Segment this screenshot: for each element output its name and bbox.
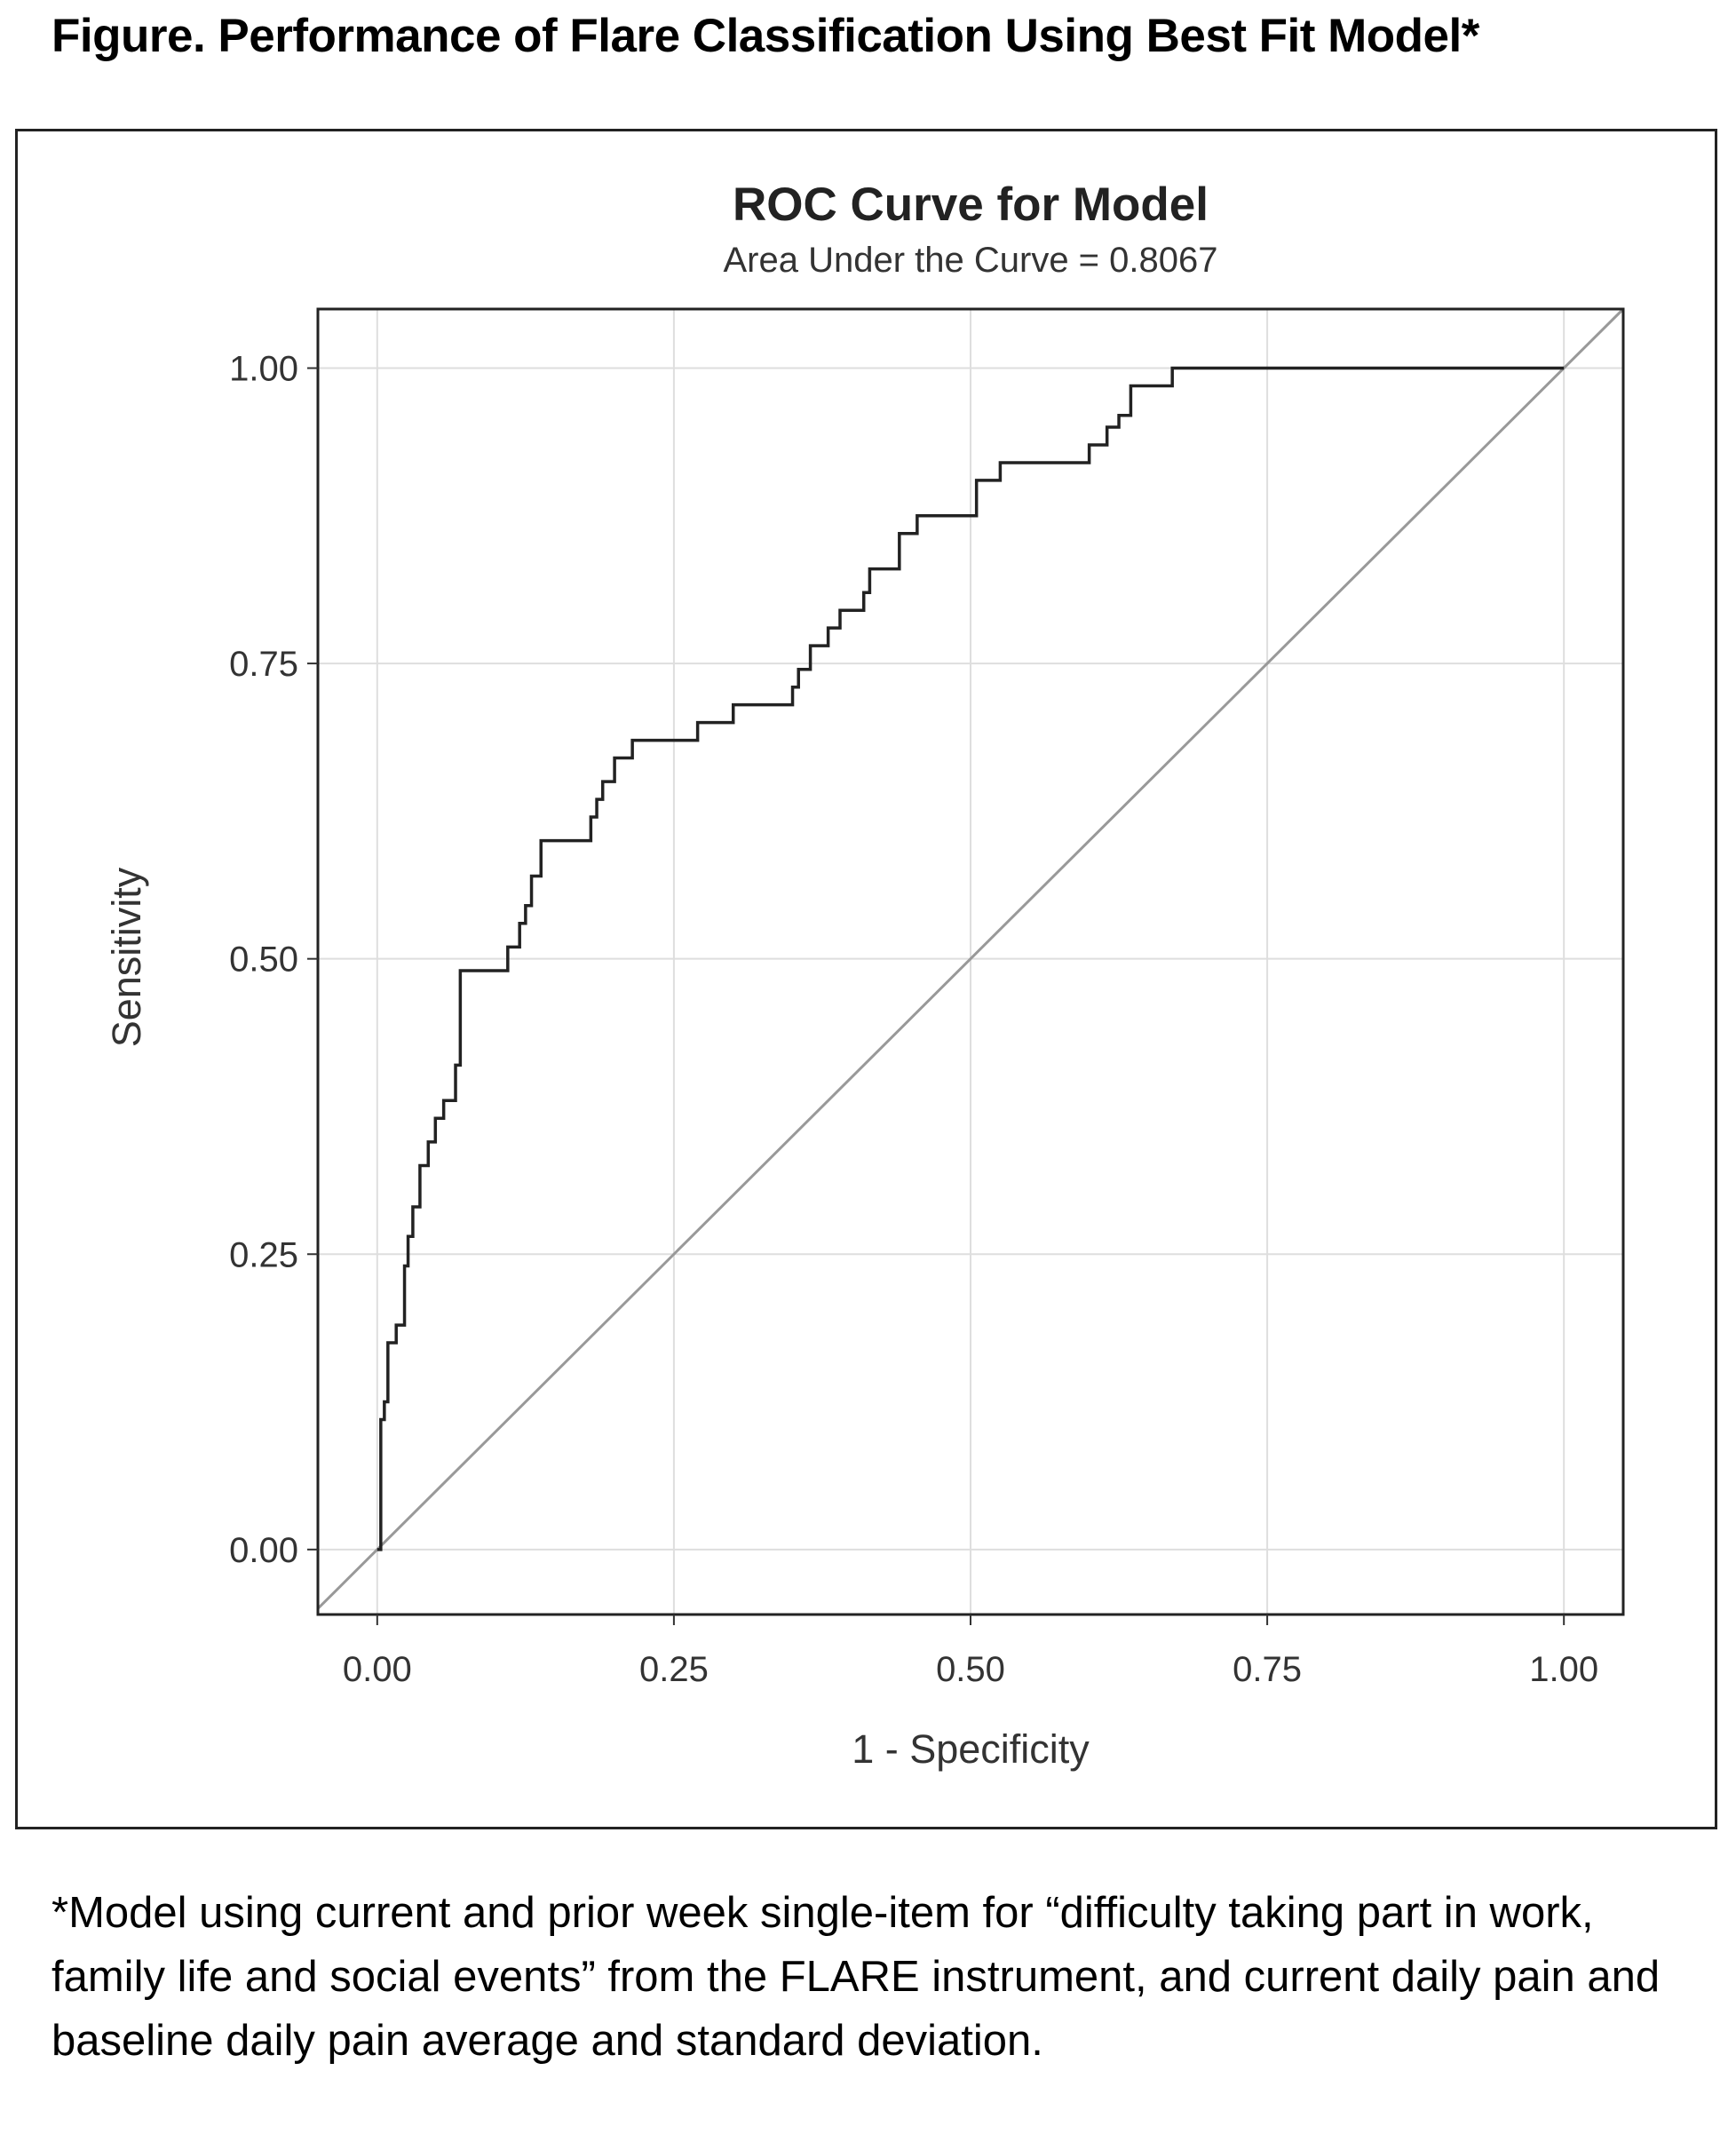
x-tick-label: 1.00 [1529, 1650, 1598, 1689]
x-tick-label: 0.75 [1233, 1650, 1302, 1689]
chart-subtitle: Area Under the Curve = 0.8067 [723, 241, 1217, 280]
reference-line [316, 307, 1625, 1610]
footnote: *Model using current and prior week sing… [52, 1889, 1661, 2065]
roc-chart: ROC Curve for Model Area Under the Curve… [104, 179, 1625, 1772]
figure-caption: Figure. Performance of Flare Classificat… [52, 10, 1479, 62]
roc-curve-line [377, 366, 1565, 1551]
y-axis-ticks: 0.00 0.25 0.50 0.75 1.00 [229, 350, 318, 1570]
y-axis-label: Sensitivity [104, 867, 149, 1047]
x-axis-label: 1 - Specificity [852, 1726, 1090, 1772]
chart-title: ROC Curve for Model [733, 179, 1209, 231]
x-tick-label: 0.00 [343, 1650, 412, 1689]
x-axis-ticks: 0.00 0.25 0.50 0.75 1.00 [343, 1614, 1598, 1689]
reference-diagonal [316, 307, 1625, 1610]
y-tick-label: 0.50 [229, 940, 298, 980]
x-tick-label: 0.25 [639, 1650, 709, 1689]
y-tick-label: 0.75 [229, 645, 298, 684]
y-tick-label: 1.00 [229, 350, 298, 389]
y-tick-label: 0.00 [229, 1531, 298, 1570]
roc-curve-series [377, 366, 1565, 1551]
y-tick-label: 0.25 [229, 1235, 298, 1274]
x-tick-label: 0.50 [936, 1650, 1005, 1689]
chart-frame: ROC Curve for Model Area Under the Curve… [15, 129, 1717, 1829]
